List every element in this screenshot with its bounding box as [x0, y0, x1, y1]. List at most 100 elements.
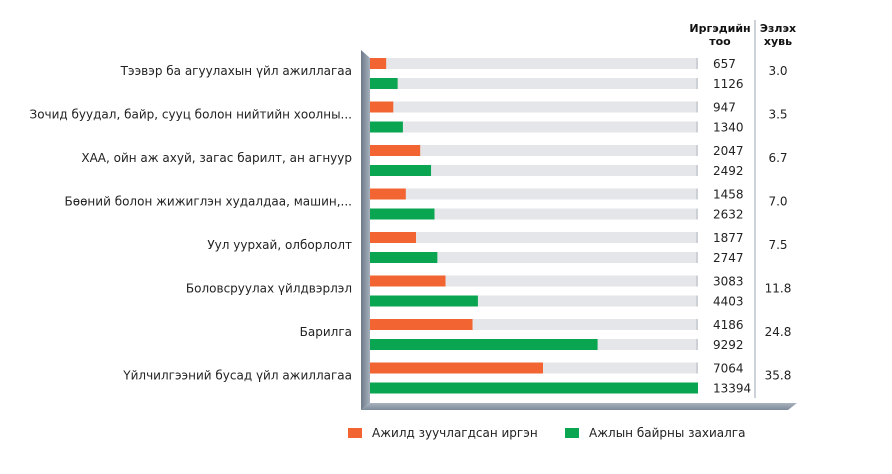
bar-track-cap-other-services-placed [696, 362, 698, 374]
bar-agriculture-orders [370, 165, 432, 176]
category-label-transport: Тээвэр ба агуулахын үйл ажиллагаа [120, 64, 352, 78]
bar-transport-placed [370, 58, 387, 69]
legend-swatch-placed [348, 428, 362, 438]
bar-cap-agriculture-orders [428, 165, 432, 176]
category-label-mining: Уул уурхай, олборлолт [207, 238, 352, 252]
bar-track-cap-mining-placed [696, 232, 698, 243]
share-label-other-services: 35.8 [765, 369, 792, 383]
bar-cap-hotel-placed [390, 101, 394, 113]
bar-track-transport-orders [370, 78, 698, 89]
bar-other-services-placed [370, 362, 543, 374]
bar-track-cap-hotel-placed [696, 101, 698, 113]
share-label-manufacturing: 11.8 [765, 282, 792, 296]
category-label-trade: Бөөний болон жижиглэн худалдаа, машин,..… [65, 195, 352, 209]
count-header-line2: тоо [709, 35, 731, 48]
bar-cap-manufacturing-placed [442, 275, 446, 287]
value-label-hotel-orders: 1340 [713, 121, 744, 135]
bar-cap-other-services-placed [539, 362, 543, 374]
bar-hotel-placed [370, 101, 394, 113]
legend-label-placed: Ажилд зуучлагдсан иргэн [372, 426, 538, 440]
share-label-agriculture: 6.7 [768, 151, 787, 165]
bar-track-hotel-orders [370, 121, 698, 133]
bar-cap-mining-placed [412, 232, 416, 243]
bar-track-agriculture-placed [370, 145, 698, 156]
bar-agriculture-placed [370, 145, 421, 156]
share-header-line1: Эзлэх [760, 22, 796, 35]
bar-other-services-orders [370, 382, 698, 394]
bar-track-construction-placed [370, 319, 698, 330]
bar-track-cap-agriculture-placed [696, 145, 698, 156]
bar-trade-orders [370, 208, 435, 220]
bar-track-mining-placed [370, 232, 698, 243]
value-label-trade-orders: 2632 [713, 208, 744, 222]
bar-track-mining-orders [370, 252, 698, 263]
count-header-line1: Иргэдийн [689, 22, 750, 35]
bar-cap-manufacturing-orders [474, 295, 478, 307]
bar-hotel-orders [370, 121, 403, 133]
bar-cap-transport-orders [394, 78, 398, 89]
bar-cap-mining-orders [434, 252, 438, 263]
bar-manufacturing-orders [370, 295, 478, 307]
category-label-hotel: Зочид буудал, байр, сууц болон нийтийн х… [30, 108, 353, 122]
value-label-hotel-placed: 947 [713, 101, 736, 115]
value-label-mining-orders: 2747 [713, 251, 744, 265]
legend-swatch-orders [565, 428, 579, 438]
bar-track-agriculture-orders [370, 165, 698, 176]
bar-construction-orders [370, 339, 598, 350]
value-label-mining-placed: 1877 [713, 231, 744, 245]
bar-track-trade-orders [370, 208, 698, 220]
bar-track-hotel-placed [370, 101, 698, 113]
bar-track-cap-trade-placed [696, 188, 698, 200]
share-label-hotel: 3.5 [768, 108, 787, 122]
bar-cap-trade-orders [431, 208, 435, 220]
bar-manufacturing-placed [370, 275, 446, 287]
bars-group: Тээвэр ба агуулахын үйл ажиллагаа 657 1126… [30, 57, 792, 396]
value-label-other-services-placed: 7064 [713, 362, 744, 376]
share-label-construction: 24.8 [765, 325, 792, 339]
value-label-agriculture-orders: 2492 [713, 164, 744, 178]
share-label-trade: 7.0 [768, 195, 787, 209]
category-label-manufacturing: Боловсруулах үйлдвэрлэл [186, 282, 352, 296]
value-label-transport-orders: 1126 [713, 77, 744, 91]
value-label-other-services-orders: 13394 [713, 382, 751, 396]
bar-track-cap-manufacturing-orders [696, 295, 698, 307]
bar-track-cap-mining-orders [696, 252, 698, 263]
value-label-transport-placed: 657 [713, 57, 736, 71]
bar-cap-construction-placed [469, 319, 473, 330]
value-label-construction-orders: 9292 [713, 338, 744, 352]
bar-cap-trade-placed [402, 188, 406, 200]
bar-track-cap-hotel-orders [696, 121, 698, 133]
bar-cap-transport-placed [383, 58, 387, 69]
bar-cap-other-services-orders [695, 382, 698, 394]
bar-track-cap-transport-orders [696, 78, 698, 89]
bar-track-cap-trade-orders [696, 208, 698, 220]
bar-track-cap-transport-placed [696, 58, 698, 69]
bar-track-trade-placed [370, 188, 698, 200]
bar-transport-orders [370, 78, 398, 89]
axis-wall [361, 50, 370, 410]
bar-track-cap-construction-orders [696, 339, 698, 350]
bar-track-cap-agriculture-orders [696, 165, 698, 176]
bar-track-transport-placed [370, 58, 698, 69]
value-label-agriculture-placed: 2047 [713, 144, 744, 158]
bar-cap-hotel-orders [399, 121, 403, 133]
category-label-other-services: Үйлчилгээний бусад үйл ажиллагаа [122, 369, 352, 383]
bar-track-manufacturing-orders [370, 295, 698, 307]
bar-track-manufacturing-placed [370, 275, 698, 287]
share-label-transport: 3.0 [768, 64, 787, 78]
value-label-construction-placed: 4186 [713, 318, 744, 332]
bar-cap-construction-orders [594, 339, 598, 350]
value-label-manufacturing-placed: 3083 [713, 275, 744, 289]
bar-trade-placed [370, 188, 406, 200]
bar-mining-placed [370, 232, 416, 243]
share-header-line2: хувь [764, 35, 792, 48]
bar-construction-placed [370, 319, 473, 330]
value-label-manufacturing-orders: 4403 [713, 295, 744, 309]
bar-track-cap-manufacturing-placed [696, 275, 698, 287]
value-label-trade-placed: 1458 [713, 188, 744, 202]
axis-floor [361, 403, 797, 410]
bar-track-cap-construction-placed [696, 319, 698, 330]
share-label-mining: 7.5 [768, 238, 787, 252]
bar-mining-orders [370, 252, 438, 263]
